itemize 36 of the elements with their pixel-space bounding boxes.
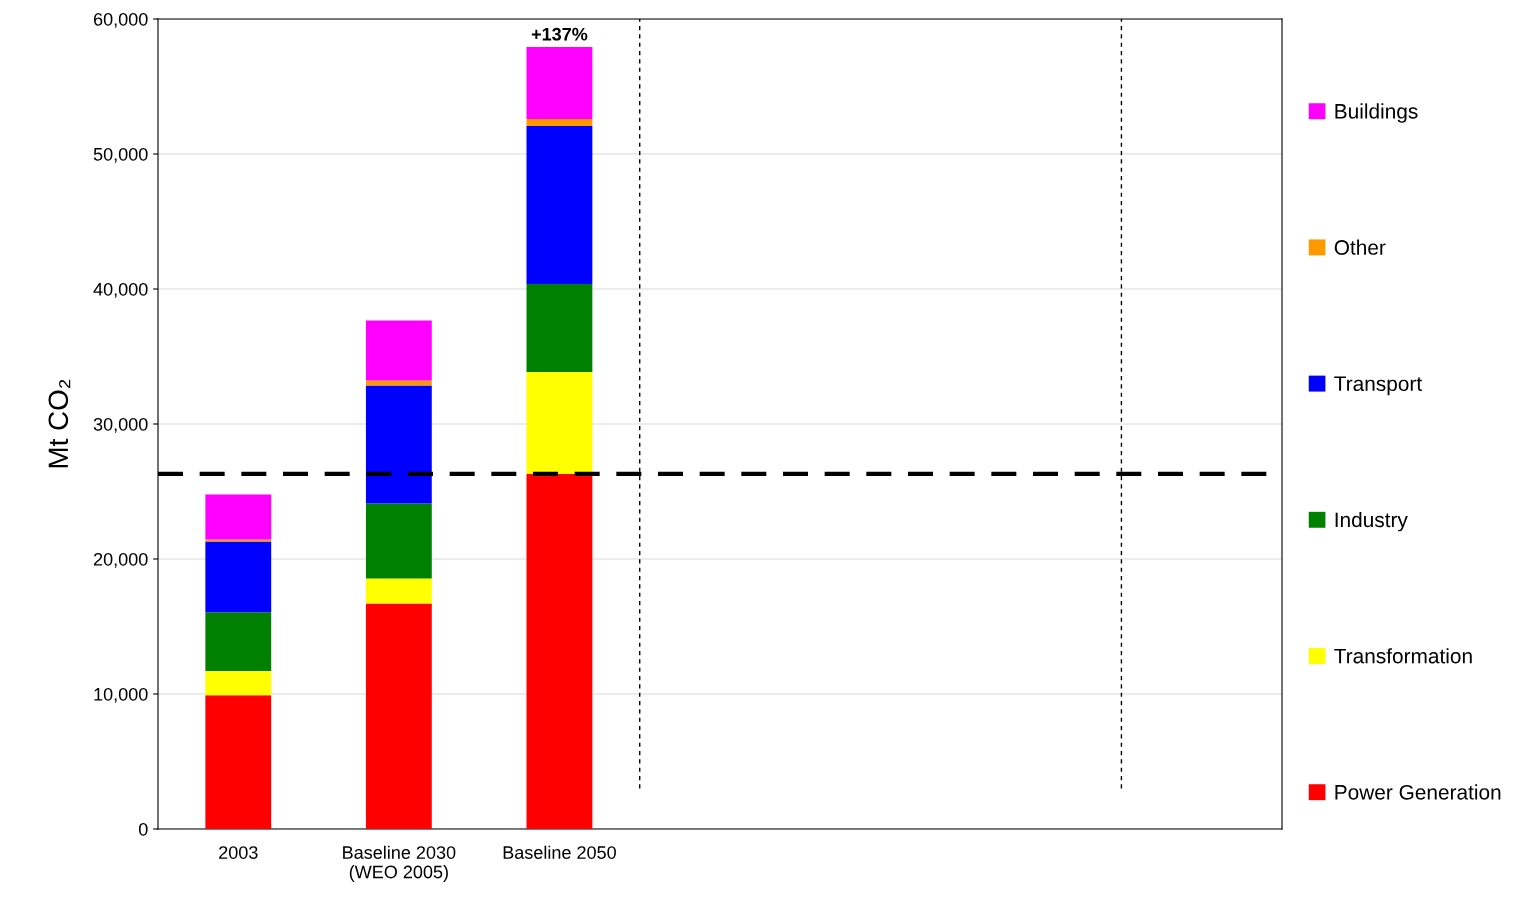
bar [205,671,272,696]
y-tick-label: 0 [138,822,148,836]
y-tick-label: 30,000 [93,417,148,433]
bar [526,473,593,829]
annotation: +137% [531,27,588,41]
legend-label: Transformation [1334,648,1472,664]
bar [526,284,593,373]
bar [526,119,593,127]
legend-label: Power Generation [1335,784,1501,800]
bar [526,372,593,474]
bar [365,603,432,829]
legend-label: Buildings [1335,103,1418,123]
bar [205,539,272,542]
y-tick-label: 50,000 [93,147,148,163]
bar [205,695,272,829]
y-axis-title: Mt CO₂ [48,379,71,468]
bar [365,578,432,604]
legend-label: Other [1334,239,1386,255]
bar [365,320,432,381]
x-tick-label: 2003 [219,846,258,859]
bar [365,503,432,579]
bar [526,46,593,120]
y-tick-label: 20,000 [93,552,148,568]
bar [365,385,432,504]
legend-label: Industry [1335,511,1408,532]
y-tick-label: 10,000 [94,687,148,703]
legend-label: Transport [1334,376,1422,396]
bar [205,494,272,540]
bar [365,380,432,386]
y-tick-label: 60,000 [93,12,148,28]
bar [205,612,272,672]
bar [526,126,593,285]
bar [205,541,272,613]
x-tick-label: Baseline 2030 (WEO 2005) [343,845,456,882]
x-tick-label: Baseline 2050 [503,845,616,859]
y-tick-label: 40,000 [93,282,148,298]
